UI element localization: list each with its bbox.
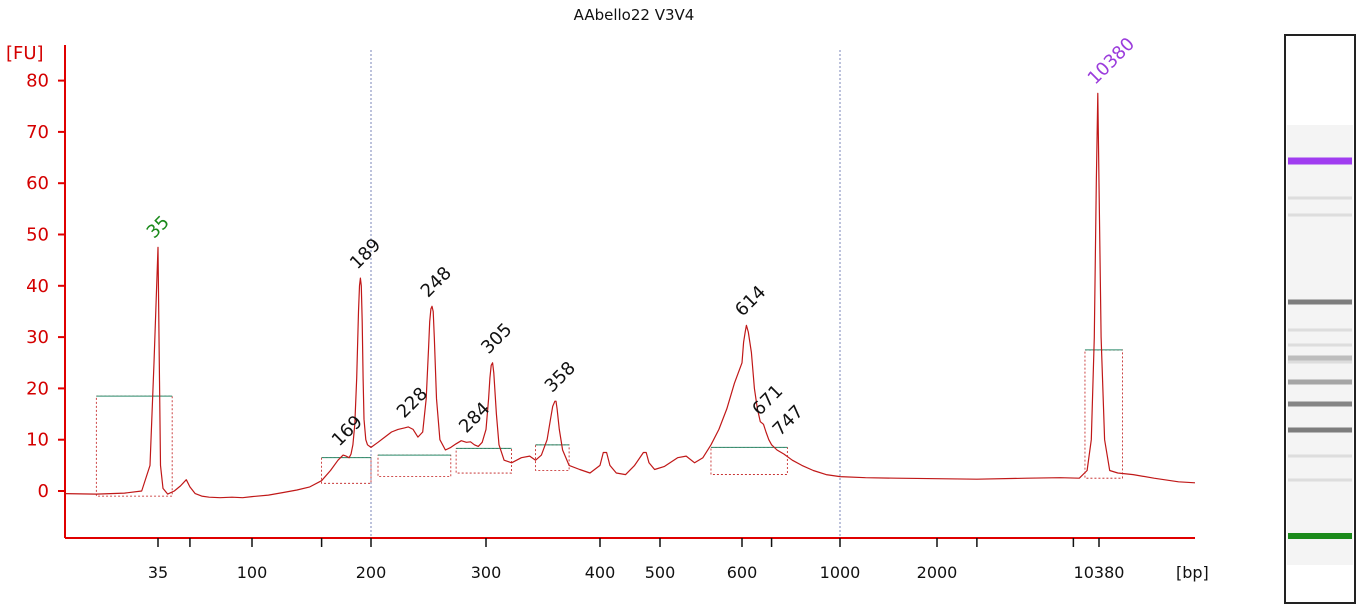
gel-band xyxy=(1288,533,1352,539)
gel-faint-band xyxy=(1288,343,1352,347)
integration-region xyxy=(455,448,512,474)
gel-lane xyxy=(1284,34,1356,604)
x-tick-label: 100 xyxy=(237,563,268,582)
peak-label: 10380 xyxy=(1084,34,1139,89)
x-tick-label: 10380 xyxy=(1074,563,1125,582)
y-tick-label: 20 xyxy=(26,378,49,399)
integration-region xyxy=(377,454,452,478)
y-tick-label: 0 xyxy=(38,481,49,502)
y-tick-label: 50 xyxy=(26,225,49,246)
y-tick-label: 70 xyxy=(26,122,49,143)
integration-region xyxy=(1084,349,1123,479)
y-tick-label: 80 xyxy=(26,71,49,92)
x-axis-label: [bp] xyxy=(1176,563,1209,582)
x-tick-label: 35 xyxy=(148,563,168,582)
peak-label: 305 xyxy=(477,319,516,358)
x-tick-label: 400 xyxy=(585,563,616,582)
gel-band xyxy=(1288,157,1352,165)
plot-area: 0 10 20 30 40 50 60 70 80 35 100 200 300 400 500 600 100… xyxy=(26,34,1196,582)
x-tick-label: 2000 xyxy=(917,563,958,582)
y-tick-label: 30 xyxy=(26,327,49,348)
chart-title: AAbello22 V3V4 xyxy=(574,6,695,24)
gel-band xyxy=(1288,355,1352,361)
x-tick-label: 500 xyxy=(645,563,676,582)
y-tick-label: 40 xyxy=(26,276,49,297)
x-tick-label: 1000 xyxy=(820,563,861,582)
gel-faint-band xyxy=(1288,454,1352,458)
x-tick-label: 200 xyxy=(356,563,387,582)
y-tick-label: 10 xyxy=(26,430,49,451)
peak-label: 189 xyxy=(346,235,385,274)
y-tick-label: 60 xyxy=(26,173,49,194)
integration-region xyxy=(535,444,570,471)
peak-label: 614 xyxy=(731,282,770,321)
gel-lane-background xyxy=(1287,125,1353,565)
gel-band xyxy=(1288,401,1352,407)
gel-faint-band xyxy=(1288,196,1352,200)
gel-faint-band xyxy=(1288,213,1352,217)
gel-faint-band xyxy=(1288,478,1352,482)
x-tick-label: 600 xyxy=(727,563,758,582)
y-axis-label: [FU] xyxy=(6,43,44,64)
peak-label: 35 xyxy=(143,212,174,243)
gel-band xyxy=(1288,379,1352,385)
peak-label: 248 xyxy=(417,263,456,302)
integration-region xyxy=(710,446,788,475)
peak-label: 358 xyxy=(541,358,580,397)
integration-region xyxy=(321,457,372,484)
peak-label: 169 xyxy=(328,411,367,450)
gel-band xyxy=(1288,427,1352,433)
gel-band xyxy=(1288,299,1352,305)
signal-trace xyxy=(64,92,1196,499)
x-tick-label: 300 xyxy=(471,563,502,582)
gel-faint-band xyxy=(1288,360,1352,364)
gel-faint-band xyxy=(1288,328,1352,332)
